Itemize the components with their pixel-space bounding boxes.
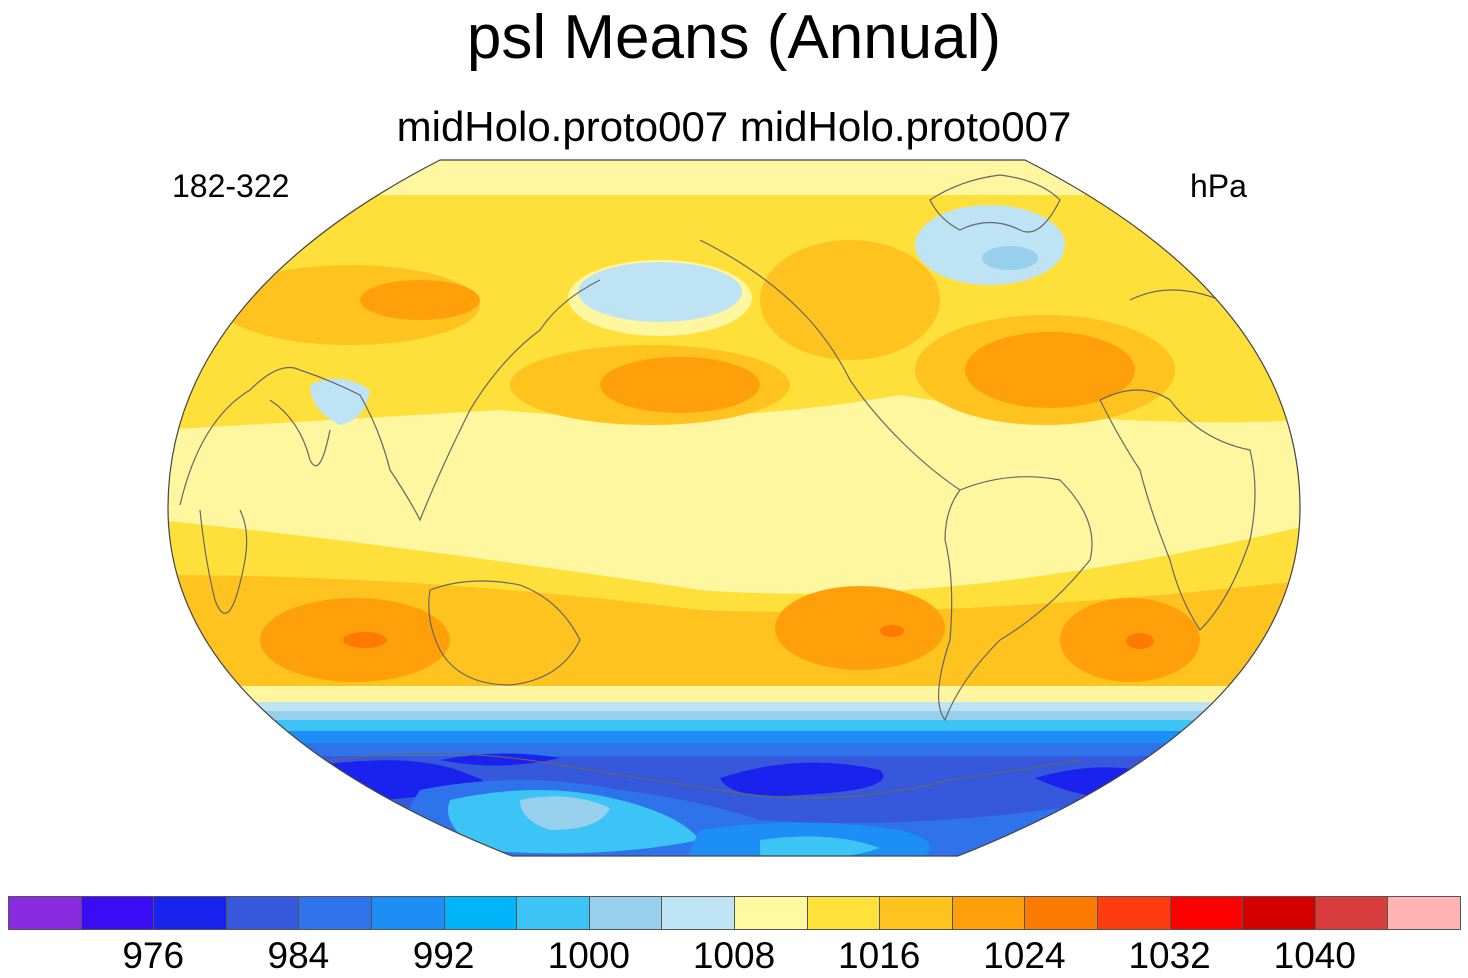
colorbar-box — [951, 896, 1026, 930]
colorbar-box — [806, 896, 881, 930]
colorbar-box — [588, 896, 663, 930]
colorbar-box — [80, 896, 155, 930]
colorbar-box — [8, 896, 82, 930]
colorbar-tick-label: 1040 — [1273, 935, 1356, 976]
colorbar-box — [371, 896, 445, 930]
colorbar-box — [443, 896, 518, 930]
colorbar-tick-label: 976 — [122, 935, 185, 976]
colorbar-box — [1024, 896, 1098, 930]
plot-subtitle: midHolo.proto007 midHolo.proto007 — [396, 103, 1072, 150]
colorbar-tick-label: 1008 — [692, 935, 776, 976]
colorbar-box — [661, 896, 735, 930]
colorbar-tick-label: 1024 — [983, 935, 1066, 976]
colorbar-box — [1097, 896, 1171, 930]
map-outline — [167, 159, 1301, 857]
colorbar-tick-label: 984 — [267, 935, 330, 976]
units-label: hPa — [1190, 168, 1247, 204]
colorbar-box — [1387, 896, 1461, 930]
colorbar-box — [153, 896, 227, 930]
plot-title: psl Means (Annual) — [466, 3, 1002, 72]
colorbar-box — [1242, 896, 1316, 930]
colorbar-box — [734, 896, 808, 930]
year-range-label: 182-322 — [172, 168, 290, 204]
colorbar-tick-label: 1032 — [1128, 935, 1211, 976]
colorbar-box — [516, 896, 590, 930]
colorbar-box — [298, 896, 372, 930]
colorbar-box — [225, 896, 300, 930]
colorbar-box — [879, 896, 953, 930]
colorbar-tick-label: 1000 — [547, 935, 630, 976]
colorbar-box — [1314, 896, 1389, 930]
colorbar-tick-label: 1016 — [838, 935, 921, 976]
colorbar-box — [1169, 896, 1244, 930]
colorbar-tick-label: 992 — [412, 935, 475, 976]
